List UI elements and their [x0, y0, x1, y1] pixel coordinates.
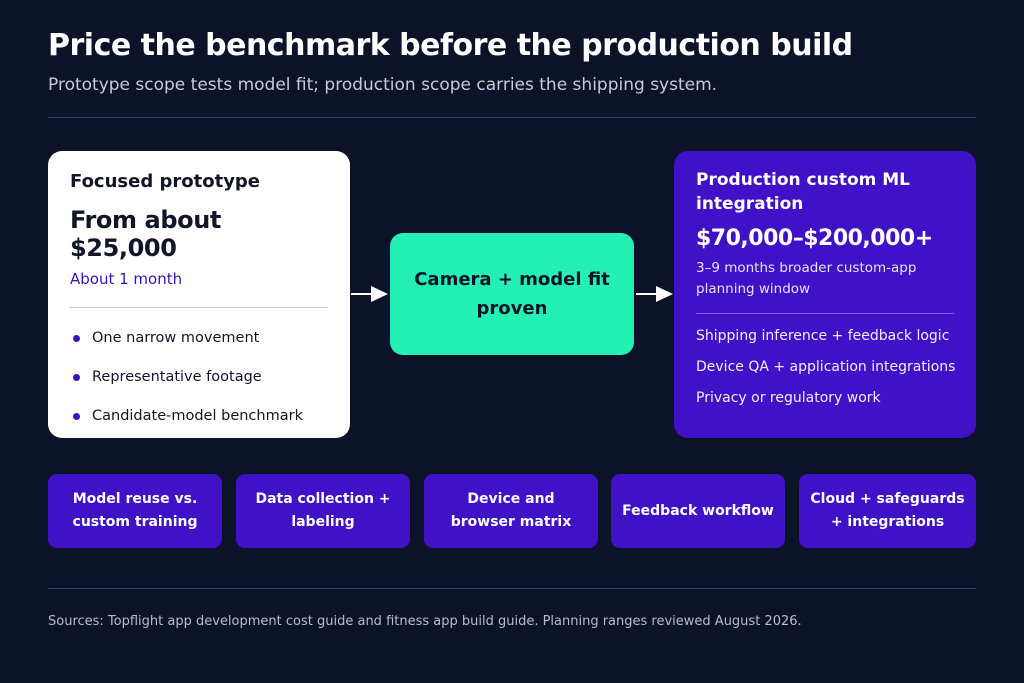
factor-chip: Model reuse vs. custom training [48, 474, 222, 548]
prototype-card: Focused prototype From about $25,000 Abo… [48, 151, 350, 438]
factor-chip: Cloud + safeguards + integrations [799, 474, 976, 548]
page-subtitle: Prototype scope tests model fit; product… [48, 75, 718, 95]
prototype-duration: About 1 month [70, 270, 183, 288]
factor-chip-label: Data collection + labeling [255, 491, 391, 530]
production-duration: 3–9 months broader custom-app planning w… [696, 260, 917, 297]
top-divider [48, 117, 976, 118]
prototype-item-label: Candidate-model benchmark [92, 408, 303, 424]
bullet-dot-icon [73, 373, 80, 381]
factor-chip-label: Cloud + safeguards + integrations [810, 491, 965, 530]
prototype-list-item: Representative footage [70, 367, 328, 387]
production-list-item: Shipping inference + feedback logic [696, 328, 950, 344]
bullet-dot-icon [73, 412, 80, 420]
production-price: $70,000–$200,000+ [696, 226, 933, 251]
prototype-heading: Focused prototype [70, 171, 261, 192]
factor-chip-label: Device and browser matrix [450, 491, 572, 530]
production-list-item: Privacy or regulatory work [696, 390, 881, 406]
prototype-list: One narrow movement Representative foota… [70, 328, 328, 426]
prototype-list-item: Candidate-model benchmark [70, 406, 328, 426]
factor-chip-label: Feedback workflow [622, 502, 774, 519]
milestone-node: Camera + model fit proven [390, 233, 634, 355]
production-heading: Production custom ML integration [696, 170, 911, 214]
bottom-divider [48, 588, 976, 589]
sources-footnote: Sources: Topflight app development cost … [48, 614, 802, 629]
factor-chip-label: Model reuse vs. custom training [72, 491, 198, 530]
prototype-item-label: Representative footage [92, 369, 262, 385]
production-list-item: Device QA + application integrations [696, 359, 956, 375]
production-divider [696, 313, 954, 314]
arrow-right-icon [351, 286, 388, 302]
milestone-label: Camera + model fit proven [414, 269, 610, 319]
prototype-price: From about $25,000 [70, 206, 221, 262]
arrow-right-icon [636, 286, 673, 302]
prototype-item-label: One narrow movement [92, 330, 260, 346]
bullet-dot-icon [73, 334, 80, 342]
prototype-divider [70, 307, 328, 308]
production-card: Production custom ML integration $70,000… [674, 151, 976, 438]
factor-chip: Device and browser matrix [424, 474, 598, 548]
production-list: Shipping inference + feedback logic Devi… [696, 326, 956, 419]
factor-chip: Data collection + labeling [236, 474, 410, 548]
prototype-list-item: One narrow movement [70, 328, 328, 348]
page-title: Price the benchmark before the productio… [48, 28, 853, 63]
factor-chip: Feedback workflow [611, 474, 785, 548]
